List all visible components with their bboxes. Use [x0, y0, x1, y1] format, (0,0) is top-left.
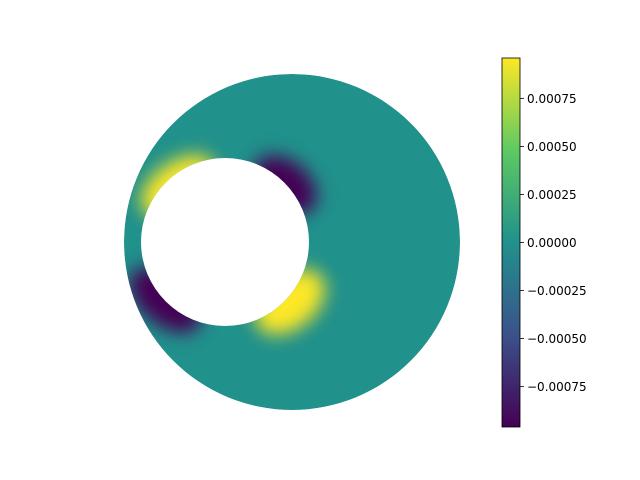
inner-hole: [142, 159, 308, 325]
colorbar-tick-label: −0.00075: [527, 380, 587, 394]
colorbar-gradient: [501, 57, 521, 428]
colorbar-tick-label: −0.00025: [527, 284, 587, 298]
field-lobe: [129, 267, 201, 333]
colorbar-tick-label: 0.00000: [527, 236, 577, 250]
colorbar-tick-label: 0.00075: [527, 92, 577, 106]
colorbar-ticks: 0.00075 0.00050 0.00025 0.00000 −0.00025 −0.0…: [520, 92, 587, 394]
annulus-field-plot: [124, 74, 460, 410]
colorbar: 0.00075 0.00050 0.00025 0.00000 −0.00025 −0.0…: [501, 57, 587, 428]
colorbar-tick-label: −0.00050: [527, 332, 587, 346]
colorbar-tick-label: 0.00025: [527, 188, 577, 202]
colorbar-tick-label: 0.00050: [527, 140, 577, 154]
